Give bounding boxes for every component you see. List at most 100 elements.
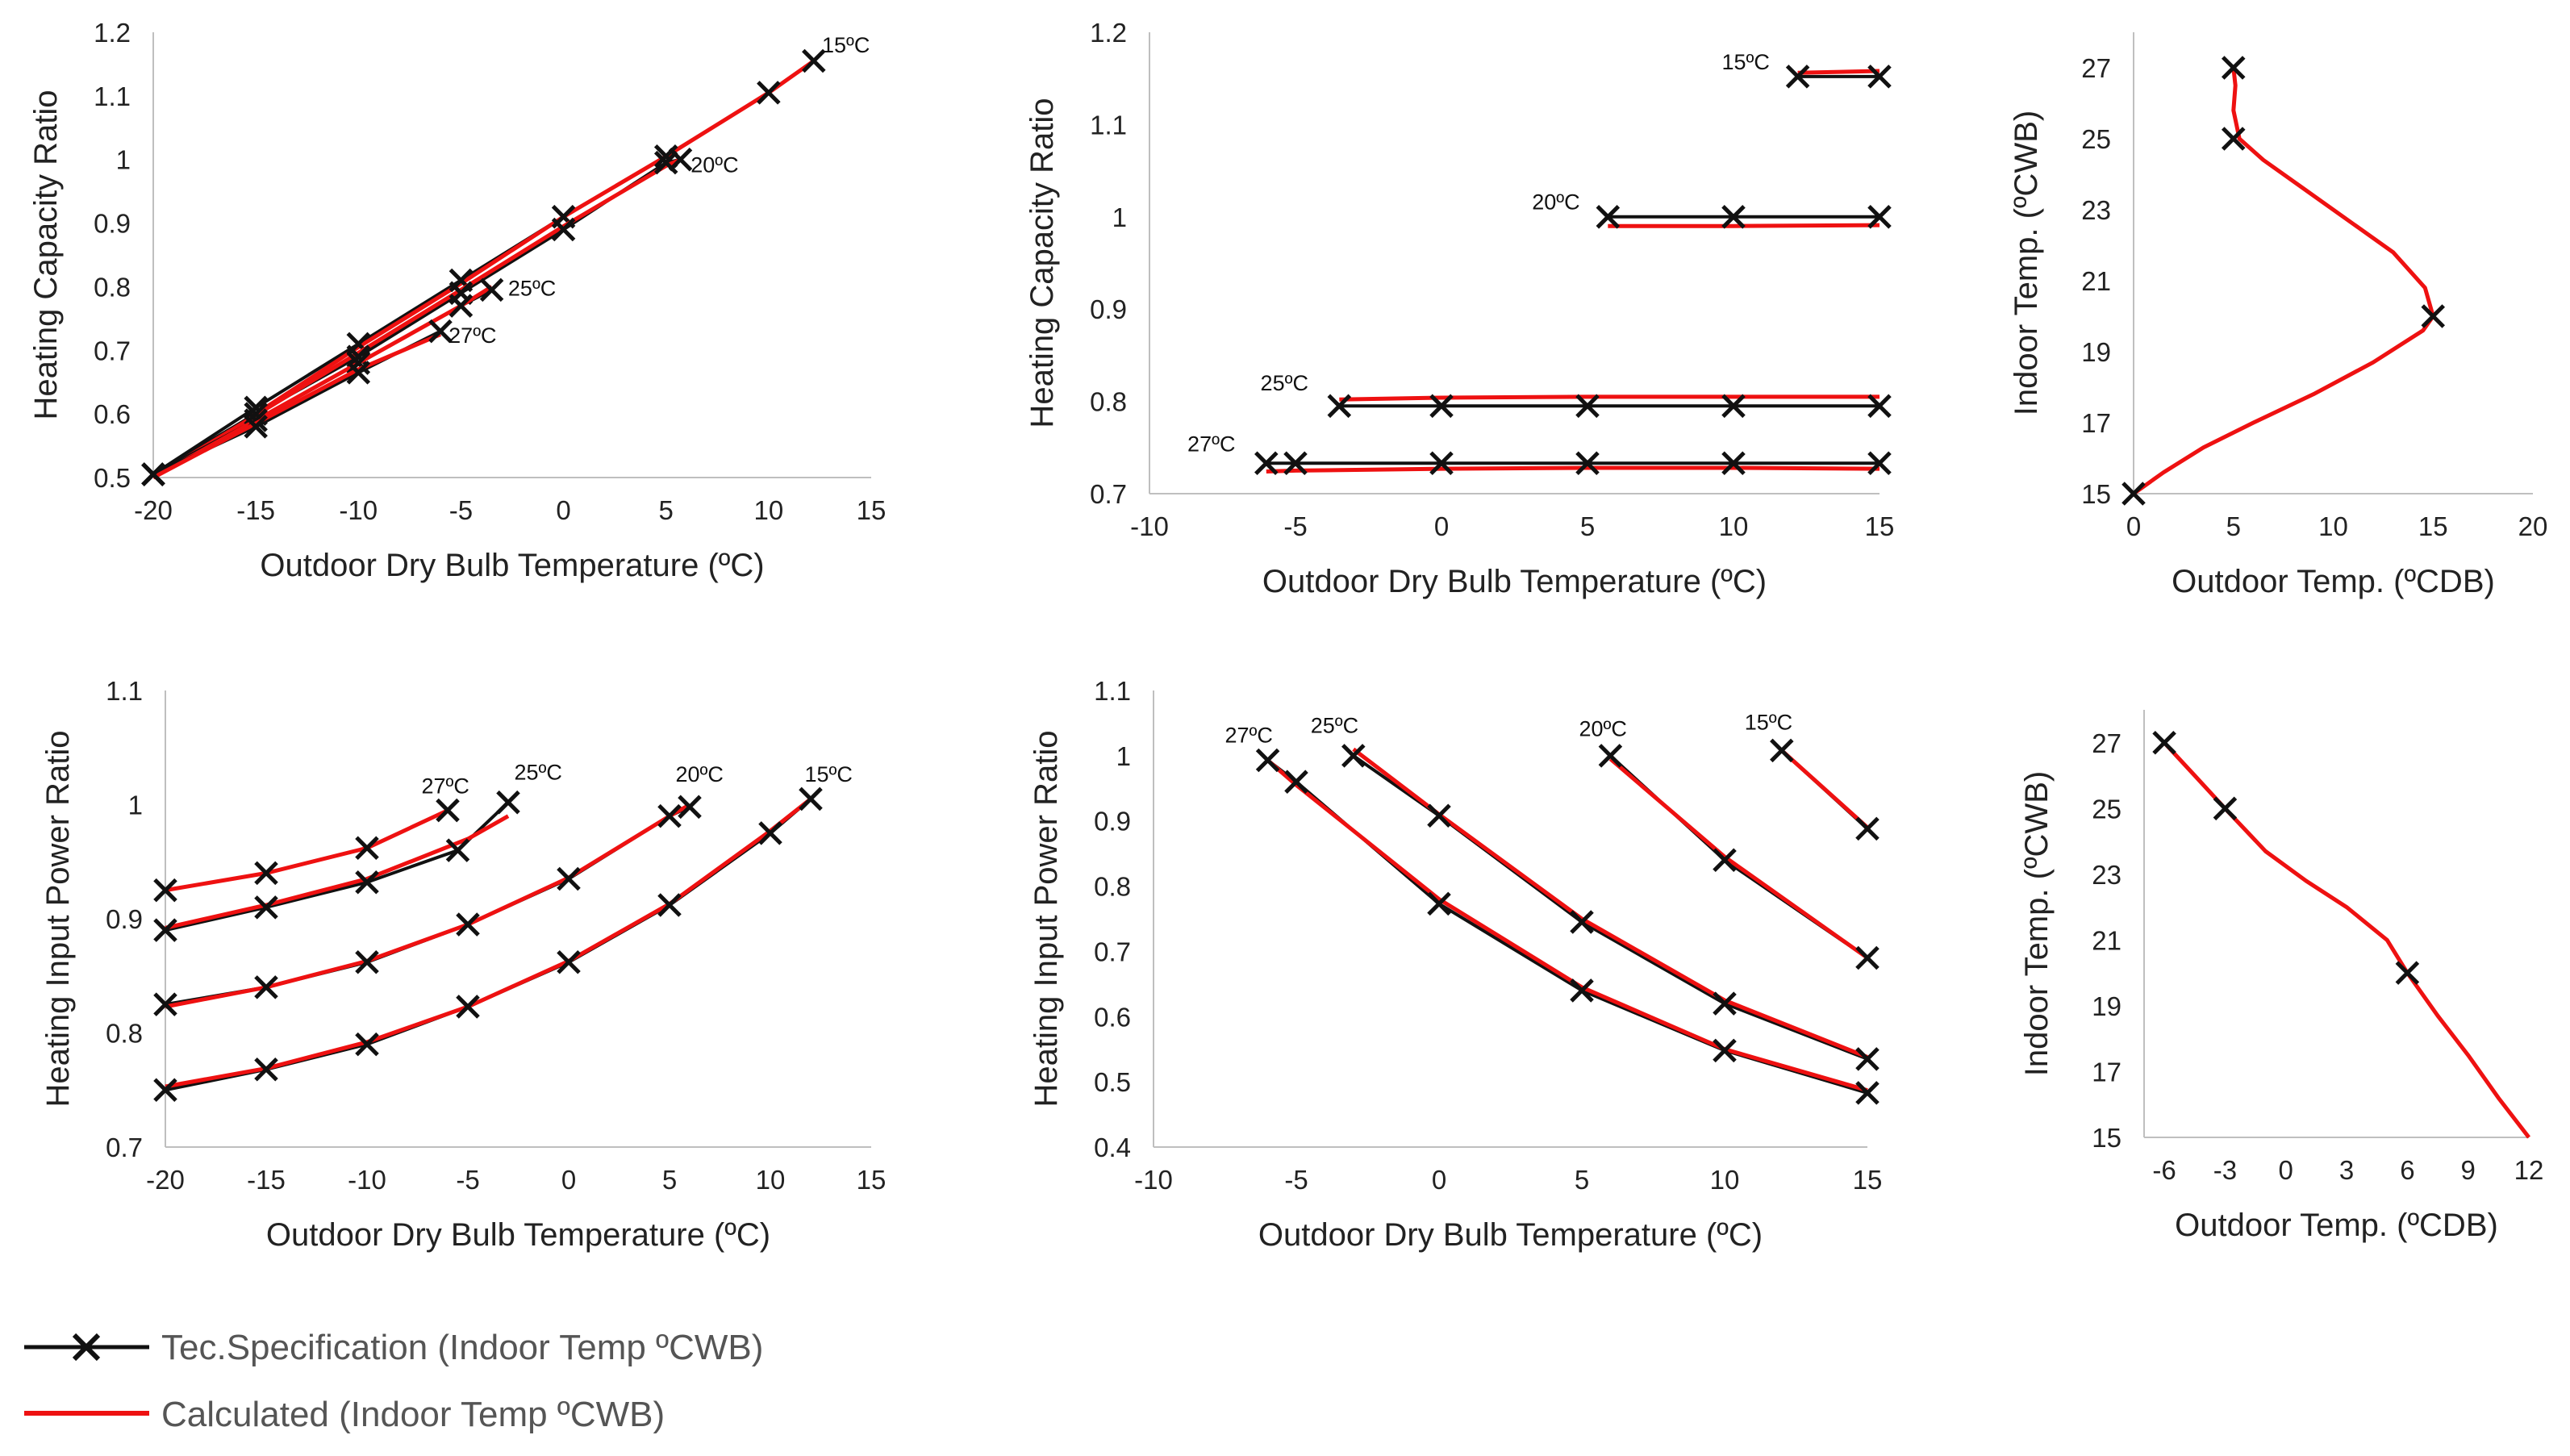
y-tick-label: 23 — [2081, 195, 2111, 225]
x-tick-label: 15 — [2418, 511, 2448, 541]
spec-marker — [1713, 991, 1737, 1016]
spec-marker — [1867, 205, 1892, 229]
spec-marker — [355, 836, 379, 861]
calc-series-line — [1608, 757, 1869, 960]
y-tick-label: 21 — [2092, 925, 2122, 955]
spec-marker — [1575, 394, 1600, 419]
y-tick-label: 0.6 — [1094, 1002, 1131, 1032]
x-axis-label: Outdoor Temp. (ºCDB) — [2175, 1208, 2498, 1243]
calc-series-line — [1780, 749, 1869, 829]
x-tick-label: 5 — [2226, 511, 2241, 541]
spec-marker — [1721, 394, 1746, 419]
calc-series-line — [165, 814, 510, 930]
x-tick-label: 0 — [556, 495, 570, 525]
y-tick-label: 1.2 — [94, 18, 131, 48]
y-tick-label: 1 — [1116, 741, 1131, 771]
panel-pwr-left: -20 -15 -10 -5 0 5 10 15 0.7 0.8 0.9 1 1.1 Outdoor Dr… — [40, 676, 886, 1253]
spec-marker — [1855, 816, 1880, 841]
spec-marker — [1575, 451, 1600, 476]
y-tick-label: 19 — [2092, 991, 2122, 1021]
x-tick-label: -10 — [1130, 511, 1169, 541]
spec-marker — [2421, 304, 2446, 328]
spec-marker — [479, 277, 504, 302]
spec-marker — [254, 895, 278, 920]
x-tick-label: -5 — [449, 495, 473, 525]
series-annotation: 15ºC — [1722, 50, 1770, 74]
x-tick-label: -20 — [134, 495, 173, 525]
spec-marker — [1867, 394, 1892, 419]
y-tick-label: 0.7 — [1094, 937, 1131, 966]
spec-marker — [1283, 451, 1308, 476]
x-axis-label: Outdoor Dry Bulb Temperature (ºC) — [1262, 564, 1767, 599]
panel-cap-left: -20 -15 -10 -5 0 5 10 15 0.5 0.6 0.7 0.8 0.9 1 1.1 1.2 O… — [28, 18, 886, 583]
spec-marker — [153, 918, 177, 942]
spec-marker — [802, 48, 826, 73]
series-annotation: 25ºC — [1261, 371, 1308, 395]
spec-marker — [456, 995, 480, 1019]
y-tick-label: 1.1 — [1094, 676, 1131, 706]
x-tick-label: 10 — [1719, 511, 1749, 541]
spec-series-line — [1609, 754, 1869, 960]
panel-cap-mid: -10 -5 0 5 10 15 0.7 0.8 0.9 1 1.1 1.2 Outdoor Dry B… — [1024, 18, 1894, 599]
calc-series-line — [1266, 758, 1868, 1093]
spec-marker — [254, 1058, 278, 1082]
y-tick-label: 25 — [2092, 794, 2122, 824]
spec-marker — [153, 992, 177, 1016]
spec-marker — [1855, 1081, 1880, 1105]
spec-series-line — [1266, 758, 1868, 1095]
legend-spec-label: Tec.Specification (Indoor Temp ºCWB) — [161, 1328, 763, 1367]
panel-pwr-mid: -10 -5 0 5 10 15 0.4 0.5 0.6 0.7 0.8 0.9 1 1.1 Outdoor… — [1028, 676, 1882, 1253]
x-tick-label: 0 — [1432, 1165, 1446, 1195]
spec-marker — [355, 1032, 379, 1057]
spec-marker — [346, 361, 371, 385]
calc-series-line — [152, 157, 682, 480]
x-tick-label: -10 — [339, 495, 378, 525]
spec-marker — [1855, 1047, 1880, 1071]
y-tick-label: 0.7 — [94, 336, 131, 365]
y-tick-label: 0.5 — [1094, 1067, 1131, 1097]
y-tick-label: 17 — [2092, 1057, 2122, 1087]
x-tick-label: -5 — [1284, 1165, 1308, 1195]
series-annotation: 25ºC — [515, 760, 562, 784]
spec-marker — [1713, 848, 1737, 872]
y-axis-label: Indoor Temp. (ºCWB) — [2009, 111, 2044, 415]
x-tick-label: 10 — [753, 495, 783, 525]
spec-marker — [1570, 910, 1594, 934]
calc-series-line — [1797, 69, 1880, 75]
series-annotation: 27ºC — [1225, 724, 1273, 748]
y-axis-label: Indoor Temp. (ºCWB) — [2019, 771, 2055, 1076]
y-axis-label: Heating Capacity Ratio — [28, 90, 64, 419]
y-tick-label: 0.4 — [1094, 1133, 1131, 1162]
x-tick-label: -10 — [1134, 1165, 1173, 1195]
spec-marker — [254, 975, 278, 999]
spec-marker — [1855, 945, 1880, 970]
spec-marker — [551, 217, 576, 242]
series-annotation: 25ºC — [508, 276, 556, 300]
x-tick-label: 0 — [2279, 1155, 2293, 1185]
x-tick-label: 10 — [2318, 511, 2348, 541]
y-tick-label: 27 — [2092, 728, 2122, 758]
spec-marker — [1713, 1038, 1737, 1063]
y-tick-label: 0.8 — [94, 272, 131, 302]
y-tick-label: 0.9 — [94, 209, 131, 239]
spec-marker — [799, 786, 823, 811]
x-axis-label: Outdoor Temp. (ºCDB) — [2172, 564, 2495, 599]
x-tick-label: 5 — [662, 1165, 677, 1195]
y-tick-label: 1 — [116, 145, 131, 175]
calc-curve-line — [2132, 67, 2435, 496]
x-axis-label: Outdoor Dry Bulb Temperature (ºC) — [266, 1217, 770, 1253]
spec-marker — [244, 415, 268, 439]
y-tick-label: 27 — [2081, 53, 2111, 83]
x-tick-label: -3 — [2213, 1155, 2237, 1185]
x-tick-label: 9 — [2461, 1155, 2476, 1185]
y-tick-label: 1.1 — [1090, 110, 1127, 140]
spec-marker — [355, 870, 379, 895]
spec-marker — [557, 950, 581, 974]
spec-marker — [1427, 891, 1451, 916]
spec-marker — [1867, 451, 1892, 476]
x-tick-label: 0 — [2126, 511, 2141, 541]
spec-marker — [1598, 744, 1623, 768]
x-tick-label: 15 — [857, 1165, 887, 1195]
x-tick-label: 12 — [2514, 1155, 2544, 1185]
spec-marker — [153, 1078, 177, 1103]
